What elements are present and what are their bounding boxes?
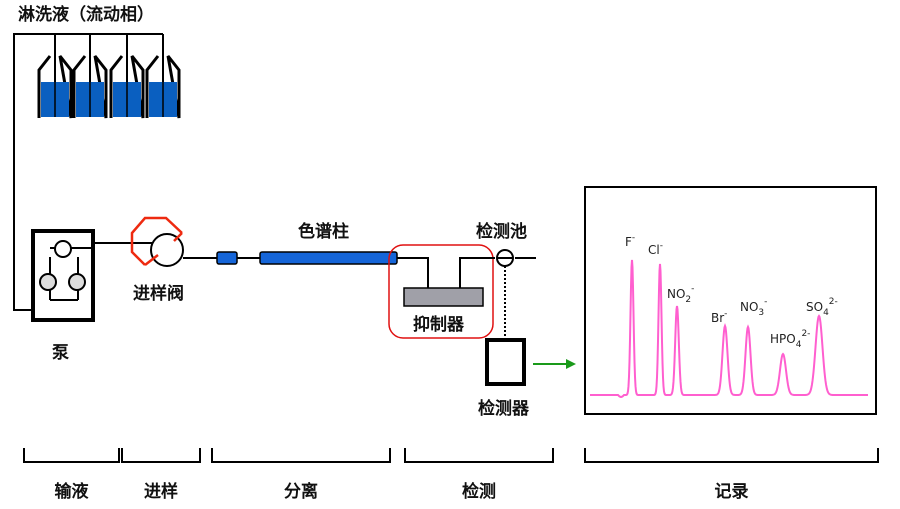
eluent-bottles xyxy=(37,34,181,119)
injector-label: 进样阀 xyxy=(133,283,184,304)
chromatogram-trace xyxy=(590,259,868,399)
peak-label: HPO42- xyxy=(770,329,810,350)
peak-label: F- xyxy=(625,233,635,249)
pump xyxy=(31,229,95,322)
stage-label: 检测 xyxy=(462,481,496,502)
peak-label: SO42- xyxy=(806,297,838,318)
eluent-bottle xyxy=(37,34,73,119)
peak-label: NO2- xyxy=(667,284,694,305)
pump-label: 泵 xyxy=(52,343,69,363)
eluent-bottle xyxy=(145,34,181,119)
stage-bracket xyxy=(121,448,201,463)
chromatography-column xyxy=(259,251,398,265)
stage-bracket xyxy=(211,448,391,463)
eluent-bottle xyxy=(109,34,145,119)
suppressor-highlight xyxy=(388,244,494,339)
guard-column xyxy=(216,251,238,265)
stage-label: 进样 xyxy=(144,481,178,502)
suppressor-label: 抑制器 xyxy=(413,314,465,335)
stage-label: 输液 xyxy=(55,481,89,502)
peak-label: Br- xyxy=(711,309,727,325)
cell-label: 检测池 xyxy=(476,221,527,242)
suppressor xyxy=(403,287,484,307)
peak-label: NO3- xyxy=(740,297,767,318)
stage-bracket xyxy=(404,448,554,463)
column-label: 色谱柱 xyxy=(298,221,349,242)
detection-cell xyxy=(496,249,514,338)
detector-label: 检测器 xyxy=(478,398,530,419)
arrow-icon xyxy=(533,359,576,369)
eluent-bottle xyxy=(72,34,108,119)
injection-valve[interactable] xyxy=(130,216,184,267)
peak-label: Cl- xyxy=(648,241,663,257)
detector xyxy=(485,338,526,386)
stage-label: 记录 xyxy=(715,482,749,502)
stage-bracket xyxy=(584,448,879,463)
eluent-title: 淋洗液（流动相） xyxy=(18,4,154,25)
stage-label: 分离 xyxy=(284,481,318,502)
tubing xyxy=(397,257,536,288)
stage-bracket xyxy=(23,448,120,463)
